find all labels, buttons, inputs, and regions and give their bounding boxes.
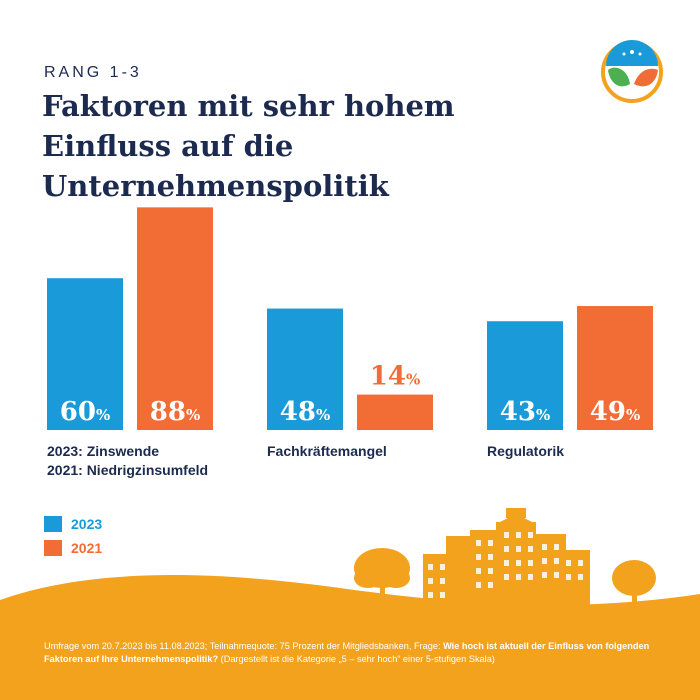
bar-2021-0 [137,207,213,430]
footnote-note: (Dargestellt ist die Kategorie „5 – sehr… [218,654,495,664]
footnote-survey: Umfrage vom 20.7.2023 bis 11.08.2023; Te… [44,641,444,651]
legend-item-2021: 2021 [44,540,102,556]
legend-swatch-2021 [44,540,62,556]
legend-swatch-2023 [44,516,62,532]
legend-label-2021: 2021 [71,540,103,556]
city-scene [0,508,700,700]
logo-icon [601,40,663,103]
bar-value-label-2021-1: 14% [370,362,420,392]
bar-2023-0 [47,278,123,430]
bar-2021-1 [357,394,433,430]
bar-2023-2 [487,321,563,430]
category-label-1: Fachkräftemangel [267,443,387,459]
footnote-question: Wie hoch ist aktuell der Einfluss von fo… [44,641,650,664]
bar-2023-1 [267,308,343,430]
legend-label-2023: 2023 [71,516,103,532]
legend-item-2023: 2023 [44,516,102,532]
footnote: Umfrage vom 20.7.2023 bis 11.08.2023; Te… [44,640,664,666]
category-label-0-1: 2021: Niedrigzinsumfeld [47,462,208,478]
bar-2021-2 [577,306,653,430]
chart-title: Faktoren mit sehr hohem Einfluss auf die… [42,89,455,203]
chart-subtitle: RANG 1-3 [44,64,142,81]
category-label-0-0: 2023: Zinswende [47,443,159,459]
category-label-2: Regulatorik [487,443,564,459]
